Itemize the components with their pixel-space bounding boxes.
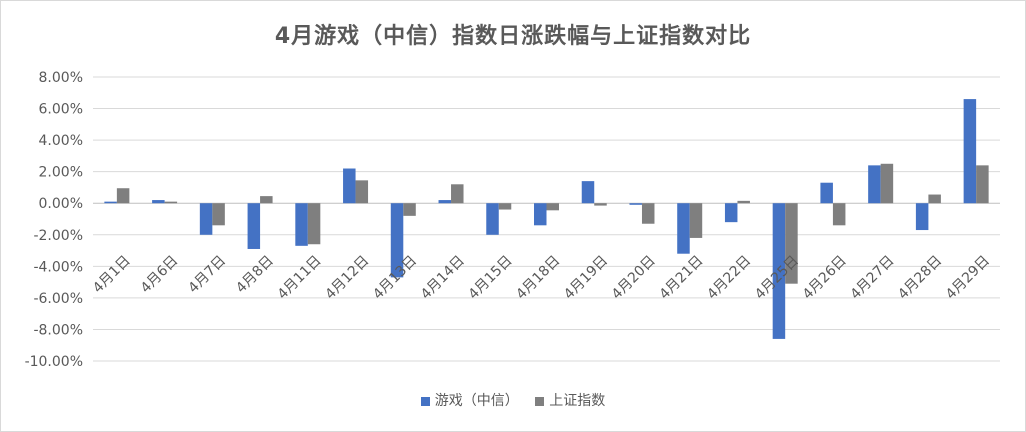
legend-label-series-2: 上证指数 (549, 393, 606, 409)
bar-series-1-1 (104, 201, 117, 204)
y-tick-label: -2.00% (33, 228, 83, 244)
bar-series-2-7 (403, 203, 416, 216)
bar-series-1-14 (724, 203, 738, 223)
bar-series-2-6 (355, 180, 369, 204)
x-tick-label: 4月8日 (233, 253, 277, 297)
bar-series-1-9 (486, 203, 499, 235)
y-tick-label: -6.00% (33, 291, 83, 307)
x-tick-label: 4月22日 (704, 253, 754, 303)
x-tick-label: 4月27日 (847, 253, 897, 303)
bar-series-2-14 (737, 200, 750, 204)
x-tick-label: 4月19日 (561, 253, 611, 303)
y-tick-label: -8.00% (33, 322, 83, 338)
legend-swatch-series-1 (420, 396, 430, 406)
bar-series-1-15 (772, 203, 786, 339)
bar-series-2-16 (832, 203, 846, 226)
bar-series-2-19 (976, 165, 989, 204)
x-tick-label: 4月28日 (895, 253, 945, 303)
bar-series-1-4 (247, 203, 261, 249)
bar-series-2-1 (116, 188, 130, 204)
bar-series-2-11 (594, 203, 607, 206)
x-tick-label: 4月15日 (466, 253, 516, 303)
bar-series-1-11 (581, 181, 595, 204)
legend-label-series-1: 游戏（中信） (434, 393, 519, 409)
x-tick-label: 4月11日 (275, 253, 325, 303)
bar-series-1-19 (963, 99, 977, 204)
bar-series-1-13 (677, 203, 690, 254)
chart-title: 4月游戏（中信）指数日涨跌幅与上证指数对比 (274, 24, 752, 49)
y-tick-label: -4.00% (33, 259, 83, 275)
bar-series-1-7 (390, 203, 404, 278)
bar-series-2-8 (451, 184, 464, 204)
y-tick-label: -10.00% (25, 354, 83, 370)
y-tick-label: 2.00% (39, 165, 83, 181)
x-tick-label: 4月21日 (657, 253, 707, 303)
y-tick-label: 0.00% (39, 196, 83, 212)
bar-series-1-3 (199, 203, 213, 235)
bar-series-1-16 (820, 182, 833, 204)
y-tick-label: 8.00% (39, 70, 83, 86)
x-tick-label: 4月7日 (185, 253, 229, 297)
bar-series-2-13 (689, 203, 703, 238)
x-tick-label: 4月26日 (800, 253, 850, 303)
x-tick-label: 4月6日 (138, 253, 182, 297)
bar-series-1-8 (438, 200, 452, 204)
bar-series-2-12 (641, 203, 655, 224)
x-tick-label: 4月20日 (609, 253, 659, 303)
bar-series-1-6 (343, 168, 356, 204)
x-tick-label: 4月1日 (90, 253, 134, 297)
bar-series-1-5 (295, 203, 308, 246)
x-tick-label: 4月29日 (943, 253, 993, 303)
bar-series-2-4 (260, 196, 273, 204)
bar-series-1-10 (534, 203, 547, 226)
x-tick-label: 4月12日 (322, 253, 372, 303)
bar-series-2-10 (546, 203, 559, 211)
legend-swatch-series-2 (535, 396, 545, 406)
legend-item-series-2: 上证指数 (535, 390, 605, 410)
y-tick-label: 6.00% (39, 102, 83, 118)
bar-series-2-15 (785, 203, 798, 284)
legend-item-series-1: 游戏（中信） (420, 390, 519, 410)
bar-series-1-2 (152, 200, 165, 204)
bar-series-2-5 (307, 203, 321, 245)
legend: 游戏（中信） 上证指数 (0, 390, 1026, 410)
bar-series-2-2 (164, 201, 178, 204)
bar-series-2-3 (212, 203, 225, 226)
x-tick-label: 4月18日 (513, 253, 563, 303)
bar-series-1-18 (915, 203, 929, 231)
bar-series-2-17 (880, 163, 894, 204)
bar-series-1-17 (868, 165, 881, 204)
bar-series-1-12 (629, 203, 642, 205)
x-tick-label: 4月14日 (418, 253, 468, 303)
bar-series-2-18 (928, 194, 941, 204)
y-tick-label: 4.00% (39, 133, 83, 149)
bar-series-2-9 (498, 203, 512, 210)
